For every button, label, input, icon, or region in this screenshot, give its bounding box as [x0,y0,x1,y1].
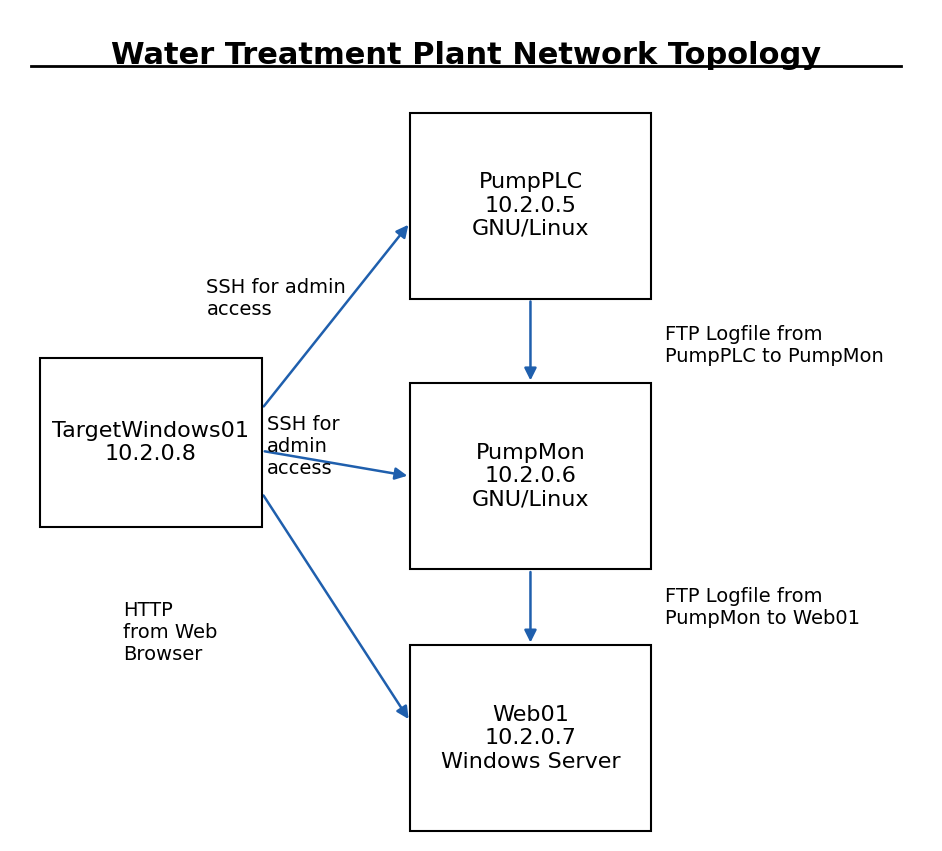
Text: Water Treatment Plant Network Topology: Water Treatment Plant Network Topology [110,41,820,70]
FancyBboxPatch shape [410,112,651,299]
Text: SSH for
admin
access: SSH for admin access [267,415,339,478]
Text: Web01
10.2.0.7
Windows Server: Web01 10.2.0.7 Windows Server [441,705,620,772]
FancyBboxPatch shape [410,383,651,569]
Text: FTP Logfile from
PumpMon to Web01: FTP Logfile from PumpMon to Web01 [665,587,860,628]
Text: FTP Logfile from
PumpPLC to PumpMon: FTP Logfile from PumpPLC to PumpMon [665,325,884,366]
Text: PumpMon
10.2.0.6
GNU/Linux: PumpMon 10.2.0.6 GNU/Linux [472,443,589,510]
FancyBboxPatch shape [40,358,262,527]
FancyBboxPatch shape [410,645,651,831]
Text: SSH for admin
access: SSH for admin access [206,278,347,319]
Text: HTTP
from Web
Browser: HTTP from Web Browser [123,601,218,664]
Text: TargetWindows01
10.2.0.8: TargetWindows01 10.2.0.8 [53,420,250,464]
Text: PumpPLC
10.2.0.5
GNU/Linux: PumpPLC 10.2.0.5 GNU/Linux [472,173,589,239]
